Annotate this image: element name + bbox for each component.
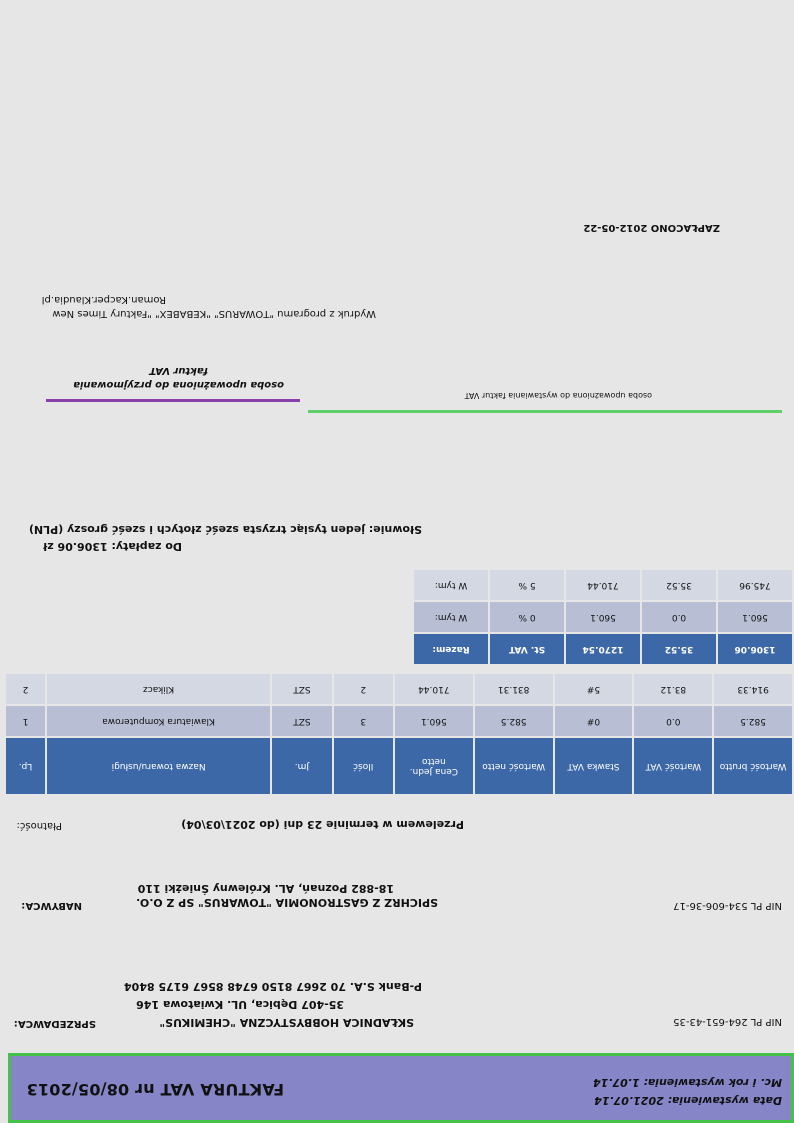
- footer-website: Roman.Kacper.Klaudia.pl: [41, 294, 166, 305]
- table-row: 914.33 83.12 5# 831.31 710.44 2 SZT Klik…: [6, 674, 792, 704]
- totals-label: W tym:: [414, 570, 488, 600]
- issue-month-year: Mc. i rok wystawienia: 1.07.14: [592, 1076, 782, 1089]
- seller-nip: NIP PL 264-651-43-35: [673, 1016, 782, 1027]
- total-gross: 1306.06: [718, 634, 792, 664]
- cell-gross-value: 582.5: [714, 706, 792, 736]
- amount-due: Do zapłaty: 1306.06 zł: [43, 540, 182, 553]
- total-net: 1270.54: [566, 634, 640, 664]
- receiver-signature-label-2: faktur VAT: [149, 365, 208, 376]
- cell-net-value: 831.31: [474, 674, 553, 704]
- totals-table: 1306.06 35.52 1270.54 St. VAT Razem: 560…: [412, 568, 794, 666]
- cell-number: 1: [6, 706, 45, 736]
- cell-vat-rate: 5#: [554, 674, 633, 704]
- totals-label: W tym:: [414, 602, 488, 632]
- issuer-signature-line: [308, 410, 782, 413]
- seller-address: 35-407 Dębica, UL. Kwiatowa 146: [136, 998, 344, 1011]
- totals-rate: 0 %: [490, 602, 564, 632]
- header-net-value: Wartość netto: [474, 738, 553, 794]
- buyer-address: 18-882 Poznań, AL. Królewny Śnieżki 110: [137, 882, 394, 895]
- cell-number: 2: [6, 674, 45, 704]
- issuer-signature-label: osoba upoważniona do wystawiania faktur …: [464, 391, 652, 400]
- total-vat: 35.52: [642, 634, 716, 664]
- cell-unit: SZT: [272, 674, 332, 704]
- buyer-nip: NIP PL 534-606-36-17: [673, 900, 782, 911]
- payment-label: Płatność:: [16, 820, 62, 831]
- totals-vat: 0.0: [642, 602, 716, 632]
- totals-vat: 35.52: [642, 570, 716, 600]
- cell-item-name: Klikacz: [46, 674, 271, 704]
- header-unit: Jm.: [272, 738, 332, 794]
- totals-sum-row: 1306.06 35.52 1270.54 St. VAT Razem:: [414, 634, 792, 664]
- totals-net: 710.44: [566, 570, 640, 600]
- cell-quantity: 2: [333, 674, 393, 704]
- footer-program-line: Wydruk z programu "TOWARUS" "KEBABEX" "F…: [52, 308, 376, 319]
- totals-gross: 560.1: [718, 602, 792, 632]
- cell-vat-value: 0.0: [634, 706, 713, 736]
- receiver-signature-line: [46, 399, 300, 402]
- header-item-name: Nazwa towaru/usługi: [46, 738, 271, 794]
- items-header-row: Wartość brutto Wartość VAT Stawka VAT Wa…: [6, 738, 792, 794]
- paid-stamp: ZAPŁACONO 2012-05-22: [583, 222, 720, 233]
- items-table: Wartość brutto Wartość VAT Stawka VAT Wa…: [4, 672, 794, 796]
- cell-vat-rate: 0#: [554, 706, 633, 736]
- header-vat-value: Wartość VAT: [634, 738, 713, 794]
- receiver-signature-label: osoba upoważniona do przyjmowania: [73, 379, 284, 390]
- payment-terms: Przelewem w terminie 23 dni (do 2021\03\…: [181, 818, 464, 831]
- totals-gross: 745.96: [718, 570, 792, 600]
- header-quantity: Ilość: [333, 738, 393, 794]
- issue-date: Data wystawienia: 2021.07.14: [594, 1094, 782, 1107]
- totals-row: 560.1 0.0 560.1 0 % W tym:: [414, 602, 792, 632]
- table-row: 582.5 0.0 0# 582.5 560.1 3 SZT Klawiatur…: [6, 706, 792, 736]
- cell-item-name: Klawiatura Komputerowa: [46, 706, 271, 736]
- cell-unit: SZT: [272, 706, 332, 736]
- cell-unit-price: 710.44: [394, 674, 473, 704]
- header-vat-rate: Stawka VAT: [554, 738, 633, 794]
- buyer-label: NABYWCA:: [21, 900, 82, 911]
- cell-net-value: 582.5: [474, 706, 553, 736]
- totals-row: 745.96 35.52 710.44 5 % W tym:: [414, 570, 792, 600]
- header-unit-price: Cena Jedn. netto: [394, 738, 473, 794]
- invoice-title: FAKTURA VAT nr 08/05/2013: [26, 1080, 284, 1099]
- total-label: Razem:: [414, 634, 488, 664]
- total-vat-rate-label: St. VAT: [490, 634, 564, 664]
- cell-gross-value: 914.33: [714, 674, 792, 704]
- header-number: Lp.: [6, 738, 45, 794]
- amount-in-words: Słownie: jeden tysiąc trzysta sześć złot…: [28, 523, 422, 536]
- totals-net: 560.1: [566, 602, 640, 632]
- seller-name: SKŁADNICA HOBBYSTYCZNA "CHEMIKUS": [159, 1016, 414, 1029]
- cell-vat-value: 83.12: [634, 674, 713, 704]
- buyer-name: SPICHRZ Z GASTRONOMIA "TOWARUS" SP Z O.O…: [136, 896, 438, 909]
- seller-label: SPRZEDAWCA:: [13, 1018, 96, 1029]
- cell-unit-price: 560.1: [394, 706, 473, 736]
- totals-rate: 5 %: [490, 570, 564, 600]
- seller-bank-account: P-Bank S.A. 70 2667 8150 6748 8567 6175 …: [123, 980, 422, 993]
- cell-quantity: 3: [333, 706, 393, 736]
- header-gross-value: Wartość brutto: [714, 738, 792, 794]
